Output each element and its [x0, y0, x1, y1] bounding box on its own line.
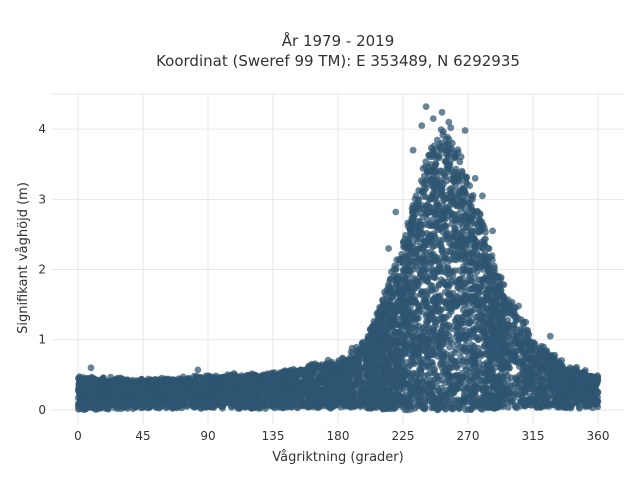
data-point: [349, 370, 357, 377]
data-point: [260, 402, 268, 409]
data-point: [240, 402, 248, 410]
data-point: [513, 358, 521, 366]
data-point: [277, 403, 285, 411]
data-point: [334, 390, 342, 397]
data-point: [555, 379, 563, 387]
data-point: [552, 398, 560, 406]
data-point: [536, 359, 544, 367]
data-point: [262, 382, 269, 390]
data-point: [211, 374, 218, 382]
data-point: [311, 389, 318, 397]
data-point: [556, 391, 564, 398]
data-point: [539, 377, 547, 384]
chart-title: År 1979 - 2019: [282, 31, 395, 50]
points-layer: [74, 103, 602, 414]
data-point: [517, 387, 525, 394]
data-point: [210, 383, 218, 391]
data-point: [562, 398, 570, 405]
data-point: [152, 376, 159, 383]
data-point: [554, 357, 562, 365]
data-point: [89, 403, 97, 411]
data-point: [542, 402, 550, 410]
data-point: [543, 367, 551, 374]
data-point: [588, 375, 596, 383]
data-point: [132, 403, 139, 411]
data-point: [83, 375, 91, 383]
data-point: [506, 349, 514, 356]
data-point: [99, 375, 106, 383]
data-point: [354, 395, 362, 402]
data-point: [514, 315, 522, 322]
data-point: [290, 394, 298, 402]
data-point: [219, 378, 227, 385]
data-point: [524, 326, 531, 334]
data-point: [506, 398, 514, 405]
data-point: [104, 390, 111, 398]
data-point: [298, 381, 306, 389]
data-point: [544, 395, 551, 403]
data-point: [337, 403, 345, 411]
data-point: [594, 373, 602, 381]
data-point: [152, 382, 160, 390]
data-point: [507, 382, 515, 389]
data-point: [357, 401, 365, 409]
data-point: [207, 393, 215, 401]
data-point: [577, 387, 585, 394]
data-point: [317, 391, 324, 399]
data-point: [527, 397, 534, 405]
data-point: [311, 364, 319, 371]
data-point: [512, 347, 520, 355]
data-point: [348, 386, 356, 394]
data-point: [568, 395, 575, 403]
data-point: [126, 400, 134, 408]
data-point: [355, 367, 363, 375]
data-point: [574, 376, 582, 384]
data-point: [511, 353, 519, 361]
data-point: [118, 384, 126, 391]
data-point: [322, 401, 330, 409]
data-point: [509, 311, 517, 319]
data-point: [317, 399, 325, 406]
data-point: [328, 358, 336, 366]
data-point: [541, 349, 549, 357]
data-point: [328, 398, 336, 406]
data-point: [527, 369, 535, 377]
data-point: [533, 403, 541, 411]
chart-subtitle: Koordinat (Sweref 99 TM): E 353489, N 62…: [156, 52, 520, 70]
data-point: [347, 348, 355, 356]
data-point: [456, 158, 464, 166]
data-point: [299, 390, 307, 398]
data-point: [356, 353, 364, 360]
data-point: [507, 301, 515, 308]
data-point: [92, 398, 100, 405]
data-point: [506, 389, 514, 397]
data-point: [513, 404, 521, 412]
data-point: [511, 336, 519, 344]
data-point: [267, 381, 275, 388]
data-point: [575, 403, 583, 411]
data-point: [98, 393, 105, 400]
data-point: [343, 383, 350, 391]
data-point: [512, 389, 520, 397]
data-point: [533, 368, 541, 376]
data-point: [303, 376, 311, 383]
data-point: [80, 395, 87, 403]
data-point: [439, 201, 447, 209]
data-point: [589, 394, 597, 401]
data-point: [510, 328, 518, 336]
data-point: [515, 376, 523, 384]
